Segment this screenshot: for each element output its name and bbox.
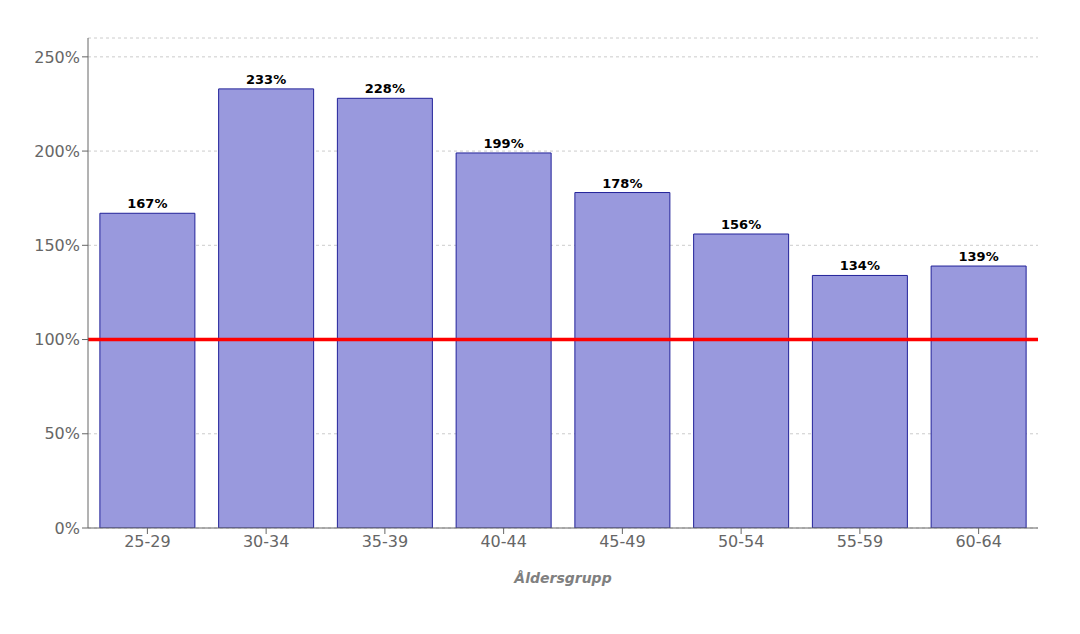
svg-text:60-64: 60-64: [955, 532, 1002, 551]
svg-text:50-54: 50-54: [718, 532, 765, 551]
svg-text:178%: 178%: [602, 176, 642, 191]
svg-text:199%: 199%: [484, 136, 524, 151]
svg-text:30-34: 30-34: [243, 532, 290, 551]
svg-text:150%: 150%: [34, 236, 80, 255]
svg-text:167%: 167%: [127, 196, 167, 211]
svg-text:228%: 228%: [365, 81, 405, 96]
svg-text:25-29: 25-29: [124, 532, 171, 551]
svg-text:35-39: 35-39: [362, 532, 409, 551]
svg-text:139%: 139%: [959, 249, 999, 264]
svg-text:100%: 100%: [34, 330, 80, 349]
svg-text:200%: 200%: [34, 142, 80, 161]
svg-text:45-49: 45-49: [599, 532, 646, 551]
svg-text:250%: 250%: [34, 48, 80, 67]
svg-text:0%: 0%: [55, 519, 80, 538]
svg-text:50%: 50%: [44, 424, 80, 443]
svg-text:55-59: 55-59: [837, 532, 884, 551]
svg-text:233%: 233%: [246, 72, 286, 87]
svg-text:Åldersgrupp: Åldersgrupp: [513, 570, 611, 586]
svg-text:40-44: 40-44: [480, 532, 527, 551]
svg-text:156%: 156%: [721, 217, 761, 232]
svg-text:134%: 134%: [840, 258, 880, 273]
